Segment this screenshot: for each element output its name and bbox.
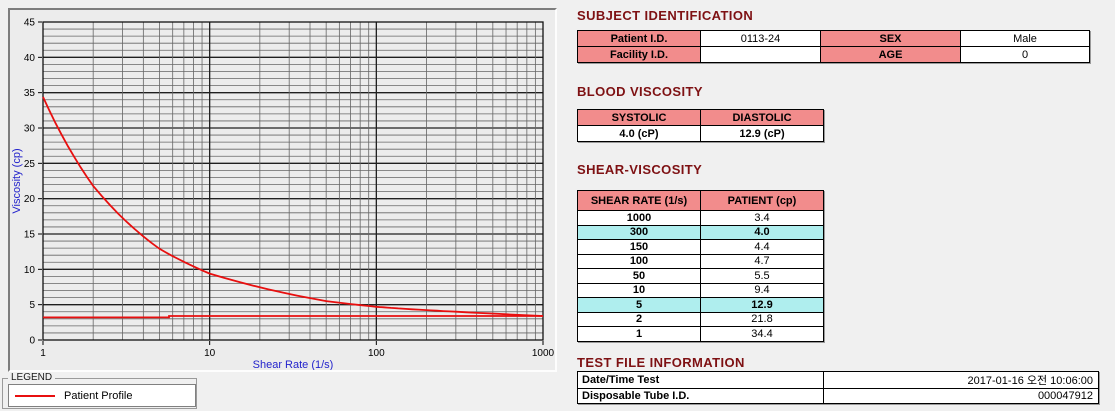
section-title-test-file-information: TEST FILE INFORMATION bbox=[577, 355, 745, 370]
patient-profile-line-swatch bbox=[15, 394, 55, 397]
svg-text:1000: 1000 bbox=[532, 348, 555, 359]
date-time-test-label: Date/Time Test bbox=[577, 371, 824, 389]
svg-text:10: 10 bbox=[24, 265, 36, 276]
legend-list: Patient Profile bbox=[8, 384, 196, 407]
table-row: 2 21.8 bbox=[577, 311, 824, 327]
patient-value-cell: 4.7 bbox=[700, 253, 824, 269]
table-row: 100 4.7 bbox=[577, 253, 824, 269]
table-row: 50 5.5 bbox=[577, 268, 824, 284]
shear-rate-cell: 300 bbox=[577, 224, 701, 240]
svg-text:Shear Rate (1/s): Shear Rate (1/s) bbox=[253, 359, 334, 370]
patient-value-cell: 4.4 bbox=[700, 239, 824, 255]
systolic-header: SYSTOLIC bbox=[577, 109, 701, 126]
disposable-tube-id-value: 000047912 bbox=[823, 388, 1099, 404]
shear-rate-cell: 100 bbox=[577, 253, 701, 269]
shear-rate-cell: 10 bbox=[577, 282, 701, 298]
patient-id-label: Patient I.D. bbox=[577, 30, 701, 47]
patient-value-cell: 34.4 bbox=[700, 326, 824, 342]
table-row: 5 12.9 bbox=[577, 297, 824, 313]
svg-text:15: 15 bbox=[24, 230, 36, 241]
shear-viscosity-chart: 0 5 10 15 20 25 30 35 40 45 1 10 100 1000 Shear Rate (… bbox=[10, 10, 555, 370]
svg-text:1: 1 bbox=[40, 348, 46, 359]
shear-rate-cell: 5 bbox=[577, 297, 701, 313]
blood-viscosity-table: SYSTOLIC DIASTOLIC 4.0 (cP) 12.9 (cP) bbox=[577, 109, 824, 142]
svg-text:30: 30 bbox=[24, 124, 36, 135]
viscosity-chart-panel: 0 5 10 15 20 25 30 35 40 45 1 10 100 1000 Shear Rate (… bbox=[8, 8, 557, 372]
section-title-subject-identification: SUBJECT IDENTIFICATION bbox=[577, 8, 754, 23]
patient-value-cell: 3.4 bbox=[700, 210, 824, 226]
table-row: SYSTOLIC DIASTOLIC bbox=[577, 109, 824, 126]
svg-text:0: 0 bbox=[29, 336, 35, 347]
legend-groupbox bbox=[2, 378, 197, 409]
table-row: 1 34.4 bbox=[577, 326, 824, 342]
table-row: Facility I.D. AGE 0 bbox=[577, 46, 1090, 63]
date-time-test-value: 2017-01-16 오전 10:06:00 bbox=[823, 371, 1099, 389]
table-row: Disposable Tube I.D. 000047912 bbox=[577, 388, 1099, 404]
table-row: 4.0 (cP) 12.9 (cP) bbox=[577, 125, 824, 142]
table-row: 1000 3.4 bbox=[577, 210, 824, 226]
age-value: 0 bbox=[960, 46, 1090, 63]
table-row: Date/Time Test 2017-01-16 오전 10:06:00 bbox=[577, 371, 1099, 389]
table-row: 300 4.0 bbox=[577, 224, 824, 240]
svg-text:10: 10 bbox=[204, 348, 216, 359]
patient-value-cell: 4.0 bbox=[700, 224, 824, 240]
facility-id-value bbox=[700, 46, 821, 63]
shear-rate-cell: 150 bbox=[577, 239, 701, 255]
subject-identification-table: Patient I.D. 0113-24 SEX Male Facility I… bbox=[577, 30, 1090, 63]
table-row: 150 4.4 bbox=[577, 239, 824, 255]
sex-value: Male bbox=[960, 30, 1090, 47]
shear-rate-cell: 50 bbox=[577, 268, 701, 284]
shear-rate-cell: 1000 bbox=[577, 210, 701, 226]
svg-text:45: 45 bbox=[24, 18, 36, 29]
table-row: Patient I.D. 0113-24 SEX Male bbox=[577, 30, 1090, 47]
systolic-value: 4.0 (cP) bbox=[577, 125, 701, 142]
svg-text:20: 20 bbox=[24, 194, 36, 205]
section-title-shear-viscosity: SHEAR-VISCOSITY bbox=[577, 162, 703, 177]
svg-text:35: 35 bbox=[24, 88, 36, 99]
shear-viscosity-table: SHEAR RATE (1/s) PATIENT (cp) 1000 3.4 3… bbox=[577, 190, 824, 342]
svg-text:40: 40 bbox=[24, 53, 36, 64]
table-row: 10 9.4 bbox=[577, 282, 824, 298]
shear-rate-cell: 2 bbox=[577, 311, 701, 327]
svg-text:100: 100 bbox=[368, 348, 385, 359]
legend-title: LEGEND bbox=[8, 372, 56, 384]
section-title-blood-viscosity: BLOOD VISCOSITY bbox=[577, 84, 703, 99]
legend-series-label: Patient Profile bbox=[64, 389, 133, 402]
facility-id-label: Facility I.D. bbox=[577, 46, 701, 63]
patient-value-cell: 5.5 bbox=[700, 268, 824, 284]
patient-value-cell: 12.9 bbox=[700, 297, 824, 313]
svg-text:25: 25 bbox=[24, 159, 36, 170]
table-header-row: SHEAR RATE (1/s) PATIENT (cp) bbox=[577, 190, 824, 211]
diastolic-value: 12.9 (cP) bbox=[700, 125, 824, 142]
patient-value-cell: 21.8 bbox=[700, 311, 824, 327]
sex-label: SEX bbox=[820, 30, 961, 47]
diastolic-header: DIASTOLIC bbox=[700, 109, 824, 126]
patient-cp-header: PATIENT (cp) bbox=[700, 190, 824, 211]
svg-text:5: 5 bbox=[29, 300, 35, 311]
shear-rate-cell: 1 bbox=[577, 326, 701, 342]
shear-rate-header: SHEAR RATE (1/s) bbox=[577, 190, 701, 211]
patient-value-cell: 9.4 bbox=[700, 282, 824, 298]
age-label: AGE bbox=[820, 46, 961, 63]
svg-text:Viscosity (cp): Viscosity (cp) bbox=[11, 148, 23, 213]
test-file-information-table: Date/Time Test 2017-01-16 오전 10:06:00 Di… bbox=[577, 371, 1099, 404]
patient-id-value: 0113-24 bbox=[700, 30, 821, 47]
disposable-tube-id-label: Disposable Tube I.D. bbox=[577, 388, 824, 404]
